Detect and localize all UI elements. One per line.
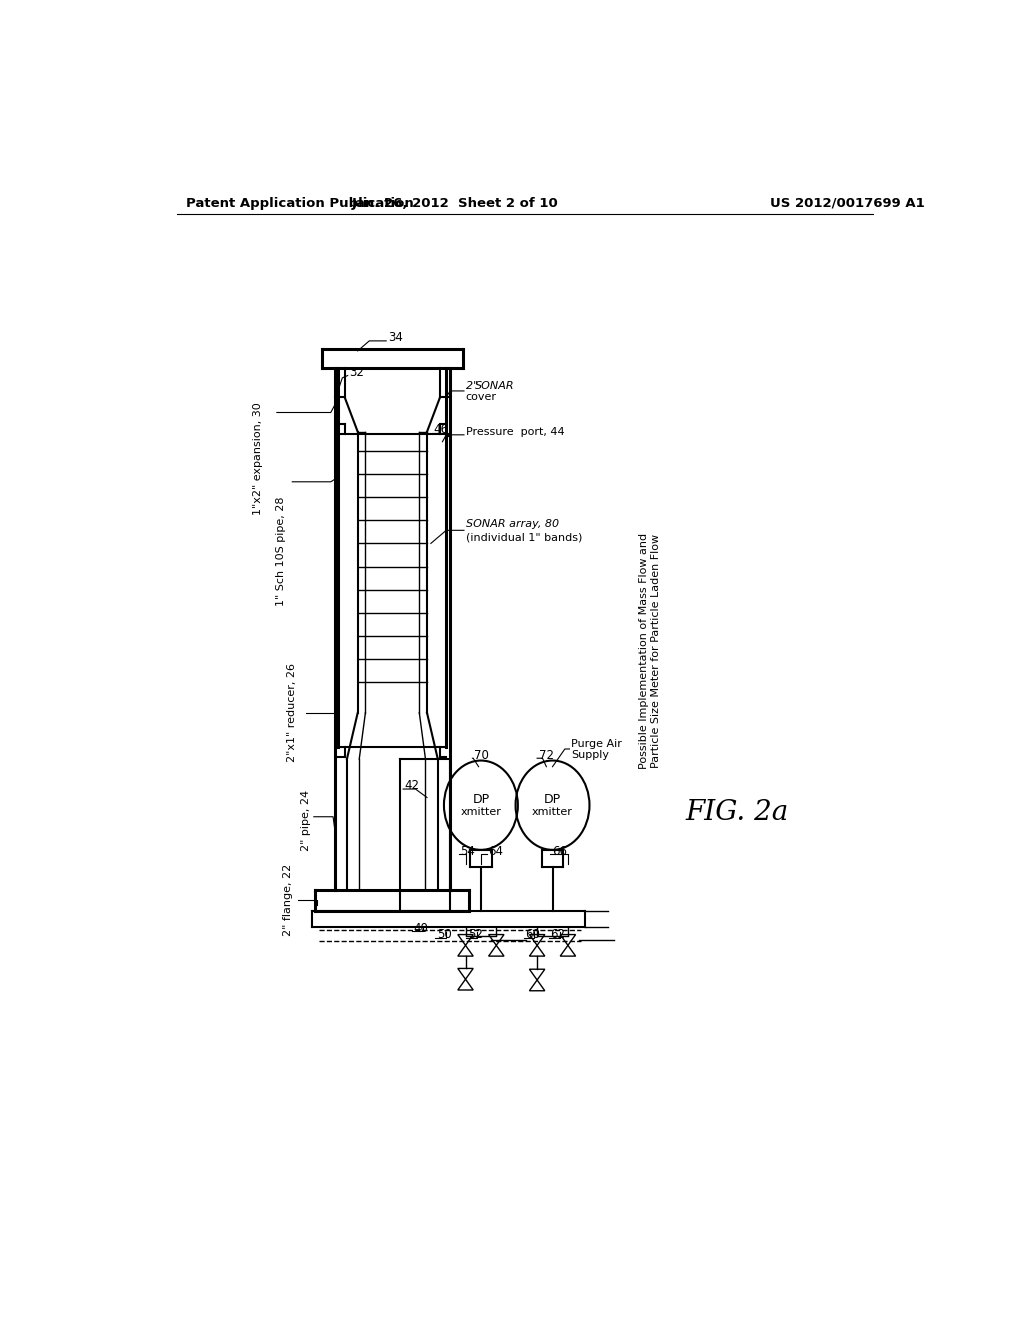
Text: SONAR: SONAR — [475, 380, 514, 391]
Text: DP: DP — [472, 792, 489, 805]
Text: US 2012/0017699 A1: US 2012/0017699 A1 — [770, 197, 925, 210]
Text: 34: 34 — [388, 331, 402, 345]
Text: 64: 64 — [488, 845, 504, 858]
Text: FIG. 2a: FIG. 2a — [685, 800, 788, 826]
Text: xmitter: xmitter — [532, 807, 573, 817]
Text: 1"x2" expansion, 30: 1"x2" expansion, 30 — [253, 403, 262, 515]
Text: 1" Sch 10S pipe, 28: 1" Sch 10S pipe, 28 — [275, 496, 286, 606]
Text: 42: 42 — [404, 779, 420, 792]
Text: DP: DP — [544, 792, 561, 805]
Text: 2"x1" reducer, 26: 2"x1" reducer, 26 — [288, 664, 297, 763]
Text: 2": 2" — [466, 380, 481, 391]
Text: 2" pipe, 24: 2" pipe, 24 — [301, 791, 311, 851]
Text: Possible Implementation of Mass Flow and: Possible Implementation of Mass Flow and — [639, 533, 649, 770]
Text: 60: 60 — [525, 928, 541, 941]
Text: Patent Application Publication: Patent Application Publication — [186, 197, 414, 210]
Text: 50: 50 — [437, 928, 452, 941]
Text: Supply: Supply — [571, 750, 609, 760]
Text: 46: 46 — [433, 422, 449, 436]
Text: Particle Size Meter for Particle Laden Flow: Particle Size Meter for Particle Laden F… — [651, 535, 662, 768]
Text: 70: 70 — [474, 748, 488, 762]
Text: Purge Air: Purge Air — [571, 739, 622, 748]
Text: (individual 1" bands): (individual 1" bands) — [466, 532, 582, 543]
Text: Jan. 26, 2012  Sheet 2 of 10: Jan. 26, 2012 Sheet 2 of 10 — [352, 197, 559, 210]
Text: 54: 54 — [460, 845, 475, 858]
Text: Pressure  port, 44: Pressure port, 44 — [466, 426, 564, 437]
Text: 32: 32 — [349, 366, 365, 379]
Text: xmitter: xmitter — [461, 807, 502, 817]
Text: 72: 72 — [539, 748, 554, 762]
Text: 66: 66 — [552, 845, 566, 858]
Text: 40: 40 — [413, 921, 428, 935]
Text: 2" flange, 22: 2" flange, 22 — [284, 863, 294, 936]
Text: SONAR array, 80: SONAR array, 80 — [466, 519, 559, 529]
Text: 62: 62 — [550, 928, 565, 941]
Text: 52: 52 — [468, 928, 482, 941]
Text: cover: cover — [466, 392, 497, 403]
